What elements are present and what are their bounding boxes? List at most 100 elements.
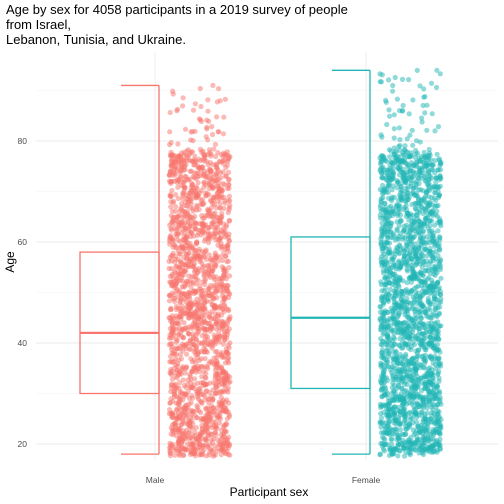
jitter-point (170, 411, 176, 417)
jitter-point (423, 394, 429, 400)
jitter-point (416, 326, 422, 332)
jitter-point (378, 239, 384, 245)
jitter-point (220, 169, 226, 175)
jitter-point (386, 349, 392, 355)
jitter-point (429, 167, 435, 173)
jitter-point (407, 395, 413, 401)
box-iqr (79, 251, 160, 395)
jitter-point (391, 112, 397, 118)
jitter-point (401, 445, 407, 451)
jitter-point (211, 274, 217, 280)
jitter-point (402, 423, 408, 429)
jitter-point (210, 447, 216, 453)
jitter-point (389, 171, 395, 177)
jitter-point (218, 227, 224, 234)
jitter-point (412, 316, 418, 322)
jitter-point (413, 248, 419, 254)
jitter-point (176, 154, 182, 160)
jitter-point (198, 288, 204, 294)
jitter-point (195, 192, 201, 198)
jitter-point (185, 377, 191, 383)
jitter-point (414, 212, 420, 218)
jitter-point (210, 257, 216, 263)
jitter-point (192, 101, 198, 107)
jitter-point (427, 209, 433, 215)
jitter-point (407, 409, 413, 415)
jitter-point (194, 251, 200, 257)
jitter-point (436, 356, 442, 362)
jitter-point (175, 440, 181, 446)
jitter-point (202, 305, 208, 311)
jitter-point (389, 451, 395, 457)
jitter-point (391, 135, 397, 141)
jitter-point (226, 205, 232, 211)
jitter-point (200, 157, 206, 163)
jitter-point (430, 249, 436, 256)
jitter-point (395, 206, 401, 213)
jitter-point (391, 260, 397, 266)
jitter-point (192, 412, 198, 418)
jitter-point (436, 285, 442, 291)
jitter-point (184, 327, 190, 333)
jitter-point (202, 437, 208, 443)
jitter-point (187, 176, 193, 182)
jitter-point (188, 284, 194, 290)
jitter-point (417, 165, 423, 171)
jitter-point (186, 418, 192, 424)
jitter-point (216, 364, 222, 370)
jitter-point (191, 288, 197, 294)
jitter-point (180, 95, 186, 101)
jitter-point (434, 342, 441, 348)
jitter-point (421, 149, 427, 156)
jitter-point (208, 437, 215, 443)
jitter-point (216, 311, 222, 317)
jitter-point (426, 200, 432, 206)
jitter-point (221, 389, 227, 395)
jitter-point (424, 102, 430, 108)
jitter-point (219, 188, 225, 194)
jitter-point (397, 336, 403, 342)
jitter-point (174, 106, 181, 112)
jitter-point (408, 346, 414, 353)
jitter-point (436, 375, 442, 381)
jitter-point (395, 213, 401, 219)
jitter-point (383, 99, 389, 105)
jitter-point (167, 400, 173, 406)
jitter-point (395, 382, 401, 389)
jitter-point (437, 349, 443, 355)
jitter-point (194, 314, 200, 320)
jitter-point (436, 192, 442, 198)
jitter-point (424, 253, 430, 259)
jitter-point (210, 82, 216, 88)
jitter-point (386, 113, 393, 119)
jitter-point (180, 103, 186, 109)
jitter-point (385, 334, 391, 340)
jitter-point (210, 211, 216, 217)
jitter-point (400, 278, 406, 284)
jitter-point (379, 393, 385, 400)
jitter-point (200, 197, 206, 203)
jitter-point (181, 164, 187, 170)
jitter-point (396, 415, 402, 421)
jitter-point (384, 359, 391, 365)
jitter-point (224, 421, 230, 427)
jitter-point (437, 264, 443, 270)
jitter-point (203, 213, 209, 219)
jitter-point (405, 268, 411, 274)
jitter-point (206, 252, 212, 258)
jitter-point (404, 358, 410, 364)
jitter-point (427, 228, 433, 234)
jitter-point (428, 301, 434, 308)
jitter-point (200, 248, 206, 254)
jitter-point (406, 251, 412, 257)
jitter-point (380, 446, 387, 452)
jitter-point (433, 321, 439, 327)
jitter-point (379, 342, 385, 348)
jitter-point (180, 365, 186, 371)
jitter-point (177, 370, 183, 376)
jitter-point (397, 448, 403, 454)
jitter-point (419, 119, 425, 125)
jitter-point (406, 77, 412, 83)
jitter-point (391, 382, 397, 388)
jitter-point (397, 421, 403, 427)
